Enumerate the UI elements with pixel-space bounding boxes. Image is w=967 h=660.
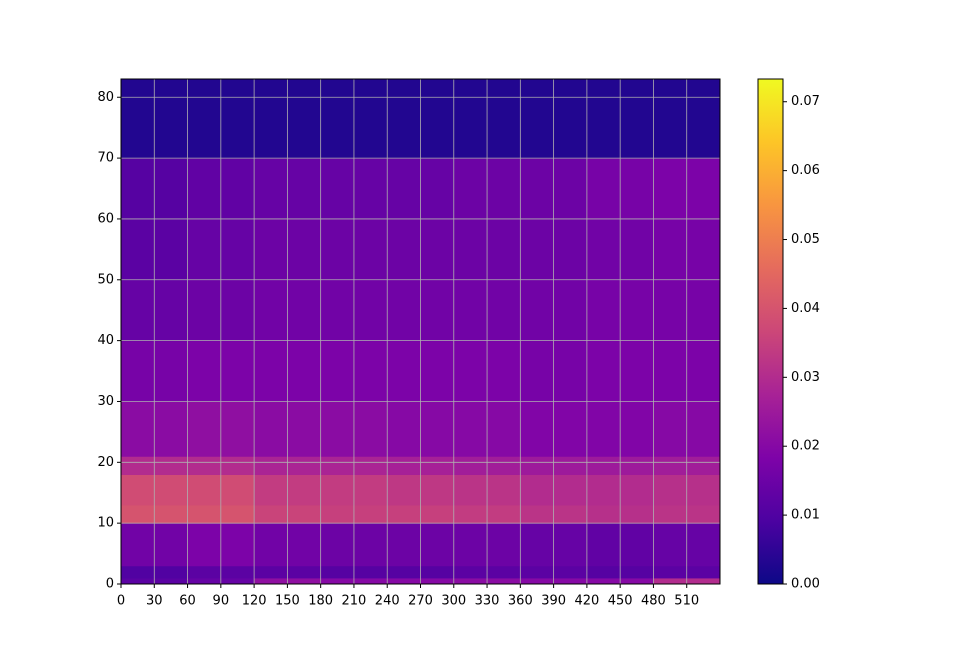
x-tick-label: 270 [408,594,433,609]
colorbar-tick-label: 0.01 [791,508,820,523]
x-tick-label: 60 [179,594,196,609]
y-tick-label: 10 [97,516,114,531]
x-tick-label: 480 [641,594,666,609]
x-tick-label: 90 [213,594,230,609]
y-tick-label: 70 [97,151,114,166]
colorbar-tick-label: 0.05 [791,232,820,247]
x-tick-label: 360 [508,594,533,609]
colorbar-tick-label: 0.03 [791,370,820,385]
x-tick-label: 240 [375,594,400,609]
colorbar-tick-label: 0.06 [791,163,820,178]
y-tick-label: 40 [97,333,114,348]
colorbar-tick-label: 0.02 [791,439,820,454]
x-tick-label: 420 [574,594,599,609]
x-tick-label: 150 [275,594,300,609]
x-tick-label: 30 [146,594,163,609]
colorbar-tick-label: 0.07 [791,94,820,109]
y-tick-label: 0 [106,577,114,592]
y-tick-label: 60 [97,211,114,226]
x-tick-label: 450 [608,594,633,609]
x-tick-label: 510 [674,594,699,609]
plot-frame [120,78,721,585]
y-tick-label: 80 [97,90,114,105]
y-tick-label: 30 [97,394,114,409]
y-tick-label: 20 [97,455,114,470]
y-tick-label: 50 [97,272,114,287]
x-tick-label: 120 [242,594,267,609]
x-tick-label: 180 [308,594,333,609]
colorbar-tick-label: 0.00 [791,577,820,592]
x-tick-label: 330 [475,594,500,609]
x-tick-label: 0 [117,594,125,609]
colorbar [757,78,784,585]
x-tick-label: 210 [342,594,367,609]
colorbar-tick-label: 0.04 [791,301,820,316]
x-tick-label: 300 [441,594,466,609]
x-tick-label: 390 [541,594,566,609]
